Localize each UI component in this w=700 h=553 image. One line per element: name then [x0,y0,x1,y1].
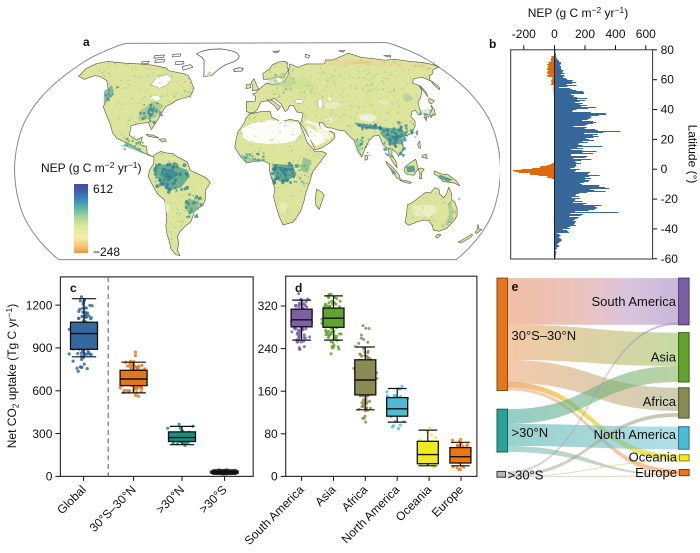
svg-text:-200: -200 [512,27,536,41]
svg-text:Oceania: Oceania [629,450,678,465]
svg-text:60: 60 [661,73,675,87]
svg-text:612: 612 [93,182,113,196]
svg-text:Net CO2 uptake (Tg C yr−1): Net CO2 uptake (Tg C yr−1) [4,304,21,448]
svg-text:>30°N: >30°N [512,425,549,440]
svg-text:Asia: Asia [651,350,677,365]
svg-text:900: 900 [32,341,52,355]
svg-text:a: a [83,35,90,49]
svg-text:Africa: Africa [643,394,677,409]
svg-text:-20: -20 [661,192,679,206]
svg-text:−248: −248 [93,245,120,259]
svg-text:200: 200 [575,27,595,41]
svg-text:>30°S: >30°S [508,468,544,483]
svg-text:20: 20 [661,132,675,146]
svg-text:80: 80 [661,43,675,57]
svg-text:d: d [295,281,302,295]
svg-text:0: 0 [46,470,53,484]
svg-text:Europe: Europe [635,465,677,480]
svg-text:80: 80 [264,427,278,441]
svg-text:0: 0 [271,470,278,484]
svg-text:320: 320 [258,299,278,313]
svg-text:North America: North America [594,427,677,442]
svg-text:600: 600 [636,27,656,41]
svg-text:NEP (g C m−2 yr−1): NEP (g C m−2 yr−1) [528,5,629,20]
svg-text:300: 300 [32,427,52,441]
svg-text:South America: South America [591,294,676,309]
svg-text:160: 160 [258,384,278,398]
svg-text:600: 600 [32,384,52,398]
svg-text:Latitude (°): Latitude (°) [686,125,700,184]
svg-text:-60: -60 [661,252,679,266]
svg-text:0: 0 [551,27,558,41]
svg-text:30°S–30°N: 30°S–30°N [512,328,577,343]
svg-text:400: 400 [605,27,625,41]
svg-text:NEP (g C m−2 yr−1): NEP (g C m−2 yr−1) [41,160,142,175]
svg-text:c: c [70,281,77,295]
svg-text:1200: 1200 [26,298,53,312]
svg-text:e: e [512,280,519,294]
svg-text:-40: -40 [661,222,679,236]
svg-text:0: 0 [661,162,668,176]
svg-text:b: b [489,37,496,51]
svg-text:40: 40 [661,103,675,117]
svg-text:240: 240 [258,342,278,356]
